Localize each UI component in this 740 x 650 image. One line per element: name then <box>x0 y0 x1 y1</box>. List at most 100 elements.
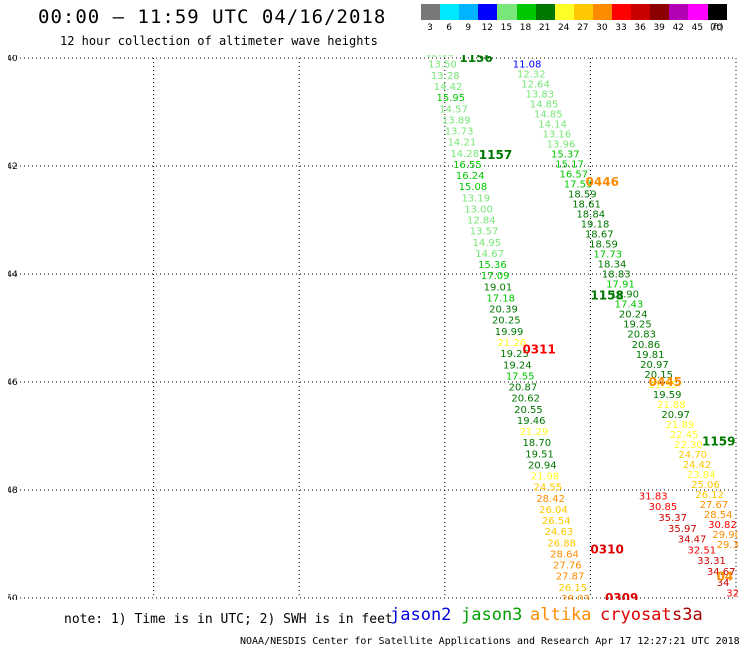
satellite-label-altika: altika <box>530 605 592 625</box>
swh-value: 21.35 <box>649 380 678 391</box>
legend-label: 30 <box>596 23 608 33</box>
legend-swatch <box>421 4 441 20</box>
swh-value: 26.15 <box>559 583 588 594</box>
swh-value: 28.42 <box>536 494 565 505</box>
legend-label: 21 <box>538 23 551 33</box>
swh-value: 30.85 <box>649 502 678 513</box>
page-title: 00:00 – 11:59 UTC 04/16/2018 <box>38 6 387 28</box>
swh-value: 20.55 <box>514 405 543 416</box>
swh-value: 20.87 <box>509 383 538 394</box>
swh-value: 20.83 <box>627 330 656 341</box>
swh-value: 12.32 <box>517 69 546 80</box>
swh-value: 12.10 <box>425 55 454 60</box>
legend-swatch <box>592 4 613 20</box>
swh-value: 13.73 <box>445 127 474 138</box>
legend-swatch <box>631 4 651 20</box>
legend-swatch <box>440 4 460 20</box>
map-canvas: 151821242730-40-42-44-46-48-5012.1013.50… <box>8 55 738 600</box>
legend-swatch <box>478 4 498 20</box>
pass-label: 0445 <box>649 375 682 389</box>
legend-label: 39 <box>653 23 665 33</box>
swh-value: 13.89 <box>442 115 471 126</box>
satellite-label-s3a: s3a <box>672 605 703 625</box>
swh-value: 31.83 <box>639 491 668 502</box>
swh-value: 25.06 <box>691 480 720 491</box>
swh-value: 15.36 <box>478 260 507 271</box>
legend-unit: (ft) <box>710 23 724 33</box>
swh-value: 13.00 <box>464 204 493 215</box>
swh-value: 24.42 <box>683 460 712 471</box>
swh-value: 17.43 <box>615 300 644 311</box>
y-tick-label: -50 <box>8 594 18 600</box>
y-tick-label: -40 <box>8 55 18 64</box>
swh-value: 18.67 <box>585 230 614 241</box>
swh-value: 34 <box>717 578 730 589</box>
legend-swatch <box>650 4 670 20</box>
swh-value: 17.91 <box>606 280 635 291</box>
swh-value: 14.14 <box>538 119 567 130</box>
swh-value: 21.26 <box>497 338 526 349</box>
swh-value: 21.98 <box>531 472 560 483</box>
swh-value: 16.55 <box>453 160 482 171</box>
swh-value: 27.76 <box>553 561 582 572</box>
legend-label: 15 <box>500 23 513 33</box>
swh-value: 13.96 <box>547 140 576 151</box>
swh-value: 20.62 <box>511 394 540 405</box>
swh-value: 18.70 <box>522 438 551 449</box>
legend-label: 33 <box>615 23 627 33</box>
legend-swatch <box>459 4 479 20</box>
swh-value: 33.31 <box>697 556 726 567</box>
legend-swatch <box>612 4 632 20</box>
swh-value: 29.90 <box>712 530 738 541</box>
legend-swatch <box>573 4 594 20</box>
pass-label: 0311 <box>522 343 555 357</box>
swh-value: 18.90 <box>610 290 639 301</box>
swh-value: 19.46 <box>517 416 546 427</box>
swh-value: 22.30 <box>674 440 703 451</box>
swh-value: 13.50 <box>428 60 457 71</box>
y-tick-label: -48 <box>8 486 18 496</box>
swh-value: 32 <box>726 589 738 600</box>
pass-label: 0310 <box>590 542 623 556</box>
swh-value: 14.21 <box>448 138 477 149</box>
y-tick-label: -44 <box>8 270 18 280</box>
swh-value: 24.55 <box>534 483 563 494</box>
swh-value: 20.15 <box>644 370 673 381</box>
swh-value: 35.37 <box>658 513 687 524</box>
swh-value: 20.94 <box>528 460 557 471</box>
swh-value: 26.04 <box>539 505 568 516</box>
legend-swatch <box>497 4 517 20</box>
swh-value: 13.28 <box>431 71 460 82</box>
footnote: note: 1) Time is in UTC; 2) SWH is in fe… <box>64 612 393 627</box>
wave-height-map: 151821242730-40-42-44-46-48-5012.1013.50… <box>8 55 738 600</box>
legend-label: 12 <box>481 23 494 33</box>
swh-value: 26.88 <box>547 538 576 549</box>
swh-value: 32.51 <box>687 545 716 556</box>
swh-value: 19.99 <box>495 327 524 338</box>
swh-value: 35.97 <box>668 524 697 535</box>
legend-label: 42 <box>672 23 685 33</box>
swh-value: 28.03 <box>561 594 590 600</box>
swh-value: 20.25 <box>492 316 521 327</box>
page-subtitle: 12 hour collection of altimeter wave hei… <box>60 34 378 48</box>
swh-value: 27.87 <box>556 572 585 583</box>
y-tick-label: -42 <box>8 162 18 172</box>
pass-label: 04 <box>717 569 734 583</box>
swh-value: 30.82 <box>708 520 737 531</box>
legend-label: 9 <box>465 23 472 33</box>
swh-value: 14.28 <box>450 149 479 160</box>
legend-swatch <box>688 4 708 20</box>
swh-value: 21.29 <box>520 427 549 438</box>
swh-value: 12.84 <box>467 216 496 227</box>
swh-value: 13.57 <box>470 227 499 238</box>
swh-value: 20.24 <box>619 310 648 321</box>
swh-value: 28.54 <box>704 510 733 521</box>
swh-value: 23.84 <box>687 470 716 481</box>
legend-swatch <box>535 4 556 20</box>
swh-value: 19.59 <box>653 390 682 401</box>
swh-value: 27.67 <box>700 500 729 511</box>
swh-value: 11.08 <box>513 59 542 70</box>
swh-value: 15.37 <box>551 150 580 161</box>
swh-value: 20.97 <box>640 360 669 371</box>
swh-value: 12.64 <box>521 79 550 90</box>
